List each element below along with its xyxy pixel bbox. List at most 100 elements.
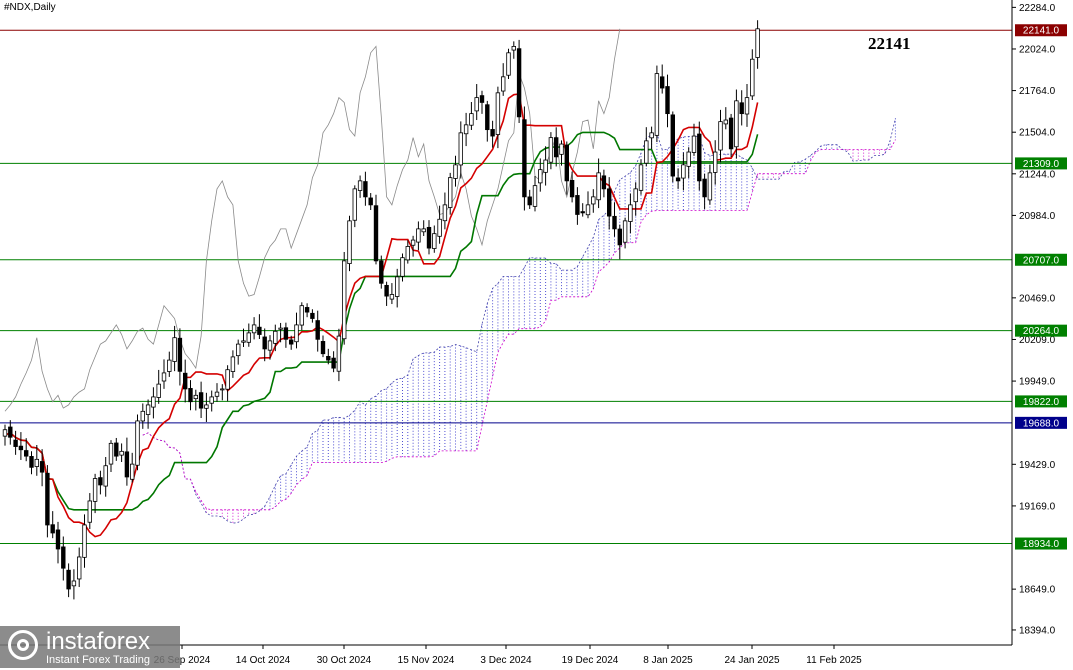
level-badge xyxy=(1015,157,1067,170)
horizontal-levels xyxy=(0,29,1012,545)
candle-body xyxy=(458,132,463,166)
candle-body xyxy=(612,215,617,230)
candle-body xyxy=(251,324,257,334)
candle-body xyxy=(622,220,628,243)
candle-body xyxy=(638,164,644,191)
y-tick-label: 18394.0 xyxy=(1019,625,1056,636)
candle-body xyxy=(103,465,108,487)
candle-body xyxy=(442,204,448,222)
candle-body xyxy=(135,420,140,466)
candle-body xyxy=(691,135,697,153)
candle-body xyxy=(644,140,649,164)
candle-body xyxy=(278,327,283,330)
candle-body xyxy=(299,305,304,326)
candle-body xyxy=(151,396,156,408)
candle-body xyxy=(320,341,326,355)
candle-body xyxy=(352,188,357,221)
candle-body xyxy=(506,52,511,76)
senkou-span-b-line xyxy=(142,139,896,511)
candle-body xyxy=(108,442,114,465)
candle-body xyxy=(569,179,575,198)
candle-body xyxy=(697,133,702,182)
candle-body xyxy=(363,181,368,198)
senkou-span-a-line xyxy=(142,118,896,524)
candle-body xyxy=(331,357,336,369)
candle-body xyxy=(357,180,363,191)
candle-body xyxy=(633,188,638,203)
candle-body xyxy=(87,500,92,523)
candle-body xyxy=(447,177,453,208)
level-badge xyxy=(1015,395,1067,408)
candle-body xyxy=(394,276,400,297)
y-tick-label: 22024.0 xyxy=(1019,44,1056,55)
candle-body xyxy=(527,196,532,206)
level-badge xyxy=(1015,416,1067,429)
candle-body xyxy=(315,320,320,340)
y-tick-label: 22284.0 xyxy=(1019,3,1056,14)
candle-body xyxy=(230,356,236,372)
level-label: 20707.0 xyxy=(1023,255,1060,266)
y-tick-label: 19169.0 xyxy=(1019,501,1056,512)
candle-body xyxy=(13,439,18,447)
candle-body xyxy=(713,151,718,173)
candle-body xyxy=(34,458,39,467)
candle-body xyxy=(2,429,8,437)
candle-body xyxy=(426,226,432,249)
candle-body xyxy=(474,97,479,112)
candle-body xyxy=(368,197,373,206)
candle-body xyxy=(235,343,241,357)
candle-body xyxy=(728,117,734,150)
candle-body xyxy=(225,369,230,390)
y-tick-label: 21504.0 xyxy=(1019,128,1056,139)
candle-body xyxy=(262,336,267,350)
candle-body xyxy=(347,220,352,264)
candle-body xyxy=(723,119,728,125)
candle-body xyxy=(92,478,98,502)
level-label: 20264.0 xyxy=(1023,326,1060,337)
level-label: 21309.0 xyxy=(1023,159,1060,170)
candle-body xyxy=(744,97,750,115)
candle-body xyxy=(628,204,633,222)
candle-body xyxy=(389,294,395,300)
candle-body xyxy=(77,556,82,580)
candle-body xyxy=(596,172,601,201)
candle-body xyxy=(129,463,135,480)
x-tick-label: 19 Dec 2024 xyxy=(562,655,619,666)
candle-body xyxy=(50,524,55,534)
y-tick-label: 19429.0 xyxy=(1019,460,1056,471)
y-tick-label: 21764.0 xyxy=(1019,86,1056,97)
candle-body xyxy=(18,445,24,451)
candle-body xyxy=(177,337,183,372)
candle-body xyxy=(649,132,654,139)
candle-body xyxy=(660,76,665,89)
candle-body xyxy=(214,391,220,397)
candle-body xyxy=(156,383,161,398)
candle-body xyxy=(607,188,612,217)
plot-area xyxy=(0,0,1012,645)
candle-body xyxy=(288,339,294,345)
candle-body xyxy=(585,204,591,216)
candle-body xyxy=(326,355,331,361)
candle-body xyxy=(410,239,416,246)
candle-body xyxy=(23,450,29,457)
candle-body xyxy=(559,143,564,155)
candle-body xyxy=(670,114,675,177)
candle-body xyxy=(617,228,622,246)
watermark-brand: instaforex xyxy=(46,628,151,655)
candle-body xyxy=(591,196,596,205)
candle-body xyxy=(8,426,13,438)
candle-body xyxy=(98,477,103,486)
x-tick-label: 26 Sep 2024 xyxy=(154,655,211,666)
candle-body xyxy=(580,211,585,214)
candle-body xyxy=(267,340,273,351)
level-label: 19822.0 xyxy=(1023,397,1060,408)
candle-body xyxy=(82,524,87,558)
x-tick-label: 3 Dec 2024 xyxy=(480,655,532,666)
candle-body xyxy=(188,388,193,403)
level-label: 22141.0 xyxy=(1023,26,1060,37)
candle-body xyxy=(379,260,384,284)
y-tick-label: 20209.0 xyxy=(1019,335,1056,346)
candle-body xyxy=(204,404,209,409)
y-tick-label: 21244.0 xyxy=(1019,169,1056,180)
level-badge xyxy=(1015,24,1067,37)
